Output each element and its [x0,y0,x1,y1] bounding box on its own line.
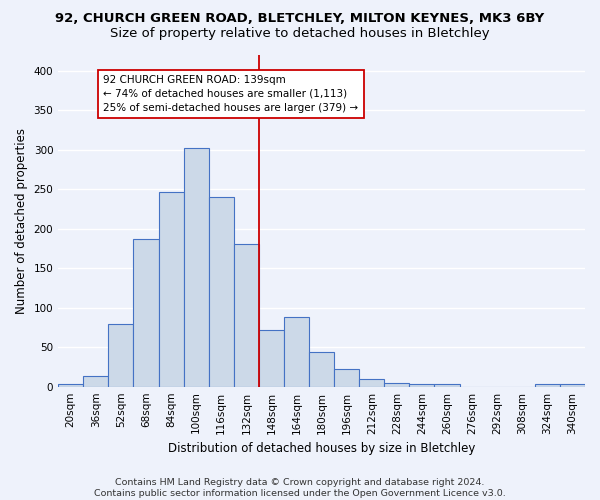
Bar [58,384,83,386]
Text: 92, CHURCH GREEN ROAD, BLETCHLEY, MILTON KEYNES, MK3 6BY: 92, CHURCH GREEN ROAD, BLETCHLEY, MILTON… [55,12,545,26]
Bar [385,382,409,386]
Bar [209,197,234,386]
Bar [133,239,158,386]
Bar [434,384,460,386]
Bar [259,330,284,386]
Bar [83,376,109,386]
Text: Contains HM Land Registry data © Crown copyright and database right 2024.
Contai: Contains HM Land Registry data © Crown c… [94,478,506,498]
X-axis label: Distribution of detached houses by size in Bletchley: Distribution of detached houses by size … [168,442,475,455]
Bar [535,384,560,386]
Bar [334,368,359,386]
Y-axis label: Number of detached properties: Number of detached properties [15,128,28,314]
Text: 92 CHURCH GREEN ROAD: 139sqm
← 74% of detached houses are smaller (1,113)
25% of: 92 CHURCH GREEN ROAD: 139sqm ← 74% of de… [103,74,358,112]
Bar [409,384,434,386]
Text: Size of property relative to detached houses in Bletchley: Size of property relative to detached ho… [110,28,490,40]
Bar [359,379,385,386]
Bar [109,324,133,386]
Bar [284,317,309,386]
Bar [158,192,184,386]
Bar [309,352,334,386]
Bar [234,244,259,386]
Bar [184,148,209,386]
Bar [560,384,585,386]
